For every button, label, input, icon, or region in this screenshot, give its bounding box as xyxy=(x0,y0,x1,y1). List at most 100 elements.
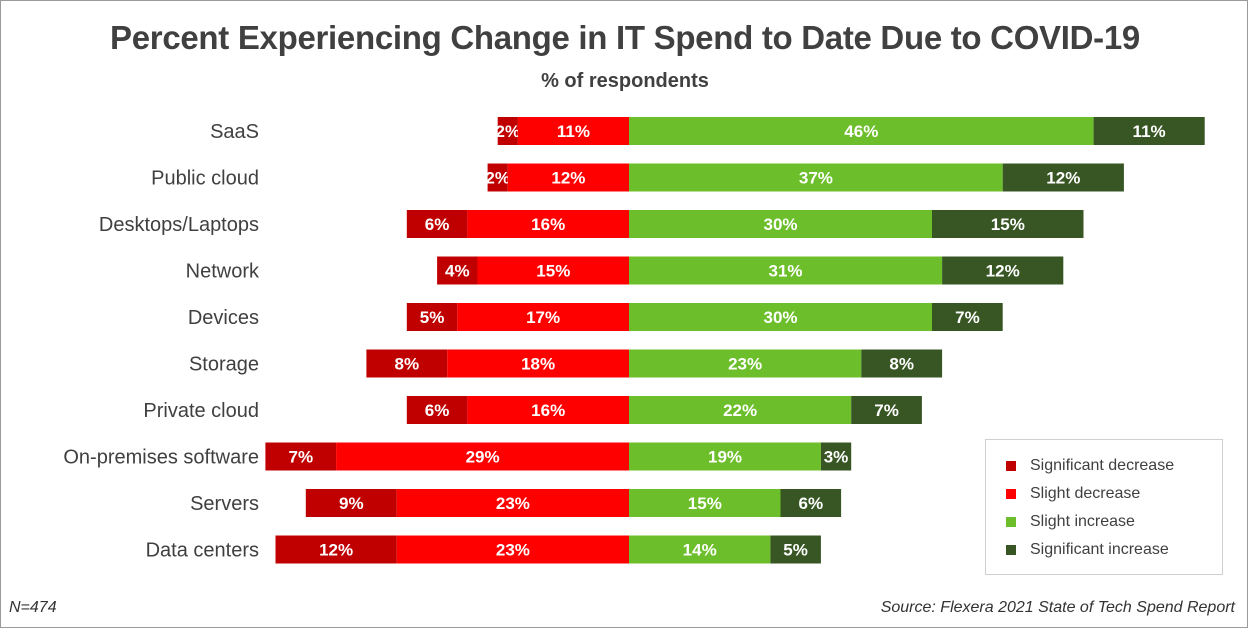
legend-swatch-significant-increase xyxy=(1006,545,1016,555)
data-label-devices-significant-decrease: 5% xyxy=(420,308,445,327)
bar-devices-slight-decrease xyxy=(457,303,629,331)
legend-label-slight-increase: Slight increase xyxy=(1030,513,1135,530)
bar-servers-slight-decrease xyxy=(396,489,629,517)
data-label-network-significant-increase: 12% xyxy=(986,262,1020,281)
category-label-data-centers: Data centers xyxy=(146,540,259,562)
legend-item-significant-decrease: Significant decrease xyxy=(1006,455,1174,477)
legend: Significant decrease Slight decrease Sli… xyxy=(985,439,1223,575)
bar-devices-significant-increase xyxy=(932,303,1003,331)
data-label-servers-slight-increase: 15% xyxy=(688,494,722,513)
data-label-storage-significant-decrease: 8% xyxy=(395,355,420,374)
data-label-desktops-laptops-significant-increase: 15% xyxy=(991,215,1025,234)
chart-title: Percent Experiencing Change in IT Spend … xyxy=(110,19,1140,56)
category-label-saas: SaaS xyxy=(210,121,259,143)
legend-label-significant-increase: Significant increase xyxy=(1030,541,1169,558)
category-label-servers: Servers xyxy=(190,493,259,515)
bar-storage-slight-increase xyxy=(629,349,862,378)
bar-saas-slight-increase xyxy=(629,117,1094,145)
bar-servers-slight-increase xyxy=(629,489,781,517)
data-label-data-centers-significant-increase: 5% xyxy=(783,541,808,560)
category-label-network: Network xyxy=(186,261,260,283)
data-label-desktops-laptops-slight-decrease: 16% xyxy=(531,215,565,234)
bar-on-premises-software-slight-increase xyxy=(629,442,821,471)
data-label-saas-significant-increase: 11% xyxy=(1133,122,1166,141)
bar-data-centers-significant-decrease xyxy=(275,535,397,564)
data-label-storage-slight-decrease: 18% xyxy=(521,355,555,374)
data-label-data-centers-significant-decrease: 12% xyxy=(319,541,353,560)
data-label-on-premises-software-slight-decrease: 29% xyxy=(466,448,500,467)
legend-item-slight-increase: Slight increase xyxy=(1006,511,1135,533)
data-label-desktops-laptops-slight-increase: 30% xyxy=(763,215,797,234)
data-label-private-cloud-significant-increase: 7% xyxy=(874,401,899,420)
bar-desktops-laptops-significant-increase xyxy=(932,210,1084,238)
bar-public-cloud-slight-decrease xyxy=(507,163,629,192)
bar-data-centers-significant-increase xyxy=(770,535,821,564)
bar-network-slight-decrease xyxy=(477,256,629,285)
data-label-on-premises-software-slight-increase: 19% xyxy=(708,448,742,467)
data-label-data-centers-slight-decrease: 23% xyxy=(496,541,530,560)
bar-servers-significant-decrease xyxy=(305,489,397,517)
category-label-on-premises-software: On-premises software xyxy=(63,447,259,469)
bar-devices-slight-increase xyxy=(629,303,932,331)
data-label-servers-significant-increase: 6% xyxy=(799,494,824,513)
data-label-on-premises-software-significant-decrease: 7% xyxy=(289,448,314,467)
category-label-private-cloud: Private cloud xyxy=(143,400,259,422)
bar-saas-slight-decrease xyxy=(517,117,629,145)
bar-private-cloud-slight-decrease xyxy=(467,396,629,424)
bar-public-cloud-significant-increase xyxy=(1002,163,1124,192)
legend-label-significant-decrease: Significant decrease xyxy=(1030,457,1175,474)
bar-desktops-laptops-slight-decrease xyxy=(467,210,629,238)
data-label-public-cloud-significant-increase: 12% xyxy=(1046,169,1080,188)
bar-data-centers-slight-decrease xyxy=(396,535,629,564)
bar-network-slight-increase xyxy=(629,256,943,285)
bar-data-centers-slight-increase xyxy=(629,535,771,564)
data-label-private-cloud-significant-decrease: 6% xyxy=(425,401,450,420)
data-label-desktops-laptops-significant-decrease: 6% xyxy=(425,215,450,234)
bar-on-premises-software-slight-decrease xyxy=(336,442,629,471)
bar-public-cloud-slight-increase xyxy=(629,163,1003,192)
bar-on-premises-software-significant-decrease xyxy=(265,442,337,471)
data-label-devices-slight-increase: 30% xyxy=(763,308,797,327)
data-label-network-slight-increase: 31% xyxy=(768,262,802,281)
bar-network-significant-decrease xyxy=(437,256,478,285)
data-label-public-cloud-significant-decrease: 2% xyxy=(485,169,510,188)
data-label-network-slight-decrease: 15% xyxy=(536,262,570,281)
legend-label-slight-decrease: Slight decrease xyxy=(1030,485,1141,502)
category-label-storage: Storage xyxy=(189,354,259,376)
bar-saas-significant-decrease xyxy=(497,117,518,145)
bar-storage-slight-decrease xyxy=(447,349,629,378)
category-label-devices: Devices xyxy=(188,307,259,329)
bar-storage-significant-decrease xyxy=(366,349,448,378)
data-label-storage-significant-increase: 8% xyxy=(889,355,914,374)
legend-item-slight-decrease: Slight decrease xyxy=(1006,483,1140,505)
source-note: Source: Flexera 2021 State of Tech Spend… xyxy=(880,599,1235,616)
sample-size-note: N=474 xyxy=(9,599,57,616)
legend-swatch-slight-increase xyxy=(1006,517,1016,527)
bar-storage-significant-increase xyxy=(861,349,943,378)
legend-swatch-significant-decrease xyxy=(1006,461,1016,471)
data-label-private-cloud-slight-decrease: 16% xyxy=(531,401,565,420)
category-label-desktops-laptops: Desktops/Laptops xyxy=(99,214,259,236)
data-label-private-cloud-slight-increase: 22% xyxy=(723,401,757,420)
bar-devices-significant-decrease xyxy=(406,303,458,331)
category-label-public-cloud: Public cloud xyxy=(151,168,259,190)
bar-saas-significant-increase xyxy=(1093,117,1205,145)
data-label-public-cloud-slight-increase: 37% xyxy=(799,169,833,188)
chart-subtitle: % of respondents xyxy=(541,70,709,92)
data-label-saas-significant-decrease: 2% xyxy=(496,122,521,141)
bar-public-cloud-significant-decrease xyxy=(487,163,508,192)
bar-private-cloud-significant-decrease xyxy=(406,396,468,424)
legend-item-significant-increase: Significant increase xyxy=(1006,539,1169,561)
data-label-devices-slight-decrease: 17% xyxy=(526,308,560,327)
bar-private-cloud-significant-increase xyxy=(851,396,922,424)
data-label-servers-slight-decrease: 23% xyxy=(496,494,530,513)
bar-servers-significant-increase xyxy=(780,489,842,517)
data-label-servers-significant-decrease: 9% xyxy=(339,494,364,513)
bar-on-premises-software-significant-increase xyxy=(820,442,852,471)
data-label-devices-significant-increase: 7% xyxy=(955,308,980,327)
data-label-public-cloud-slight-decrease: 12% xyxy=(551,169,585,188)
bar-network-significant-increase xyxy=(942,256,1064,285)
data-label-network-significant-decrease: 4% xyxy=(445,262,470,281)
